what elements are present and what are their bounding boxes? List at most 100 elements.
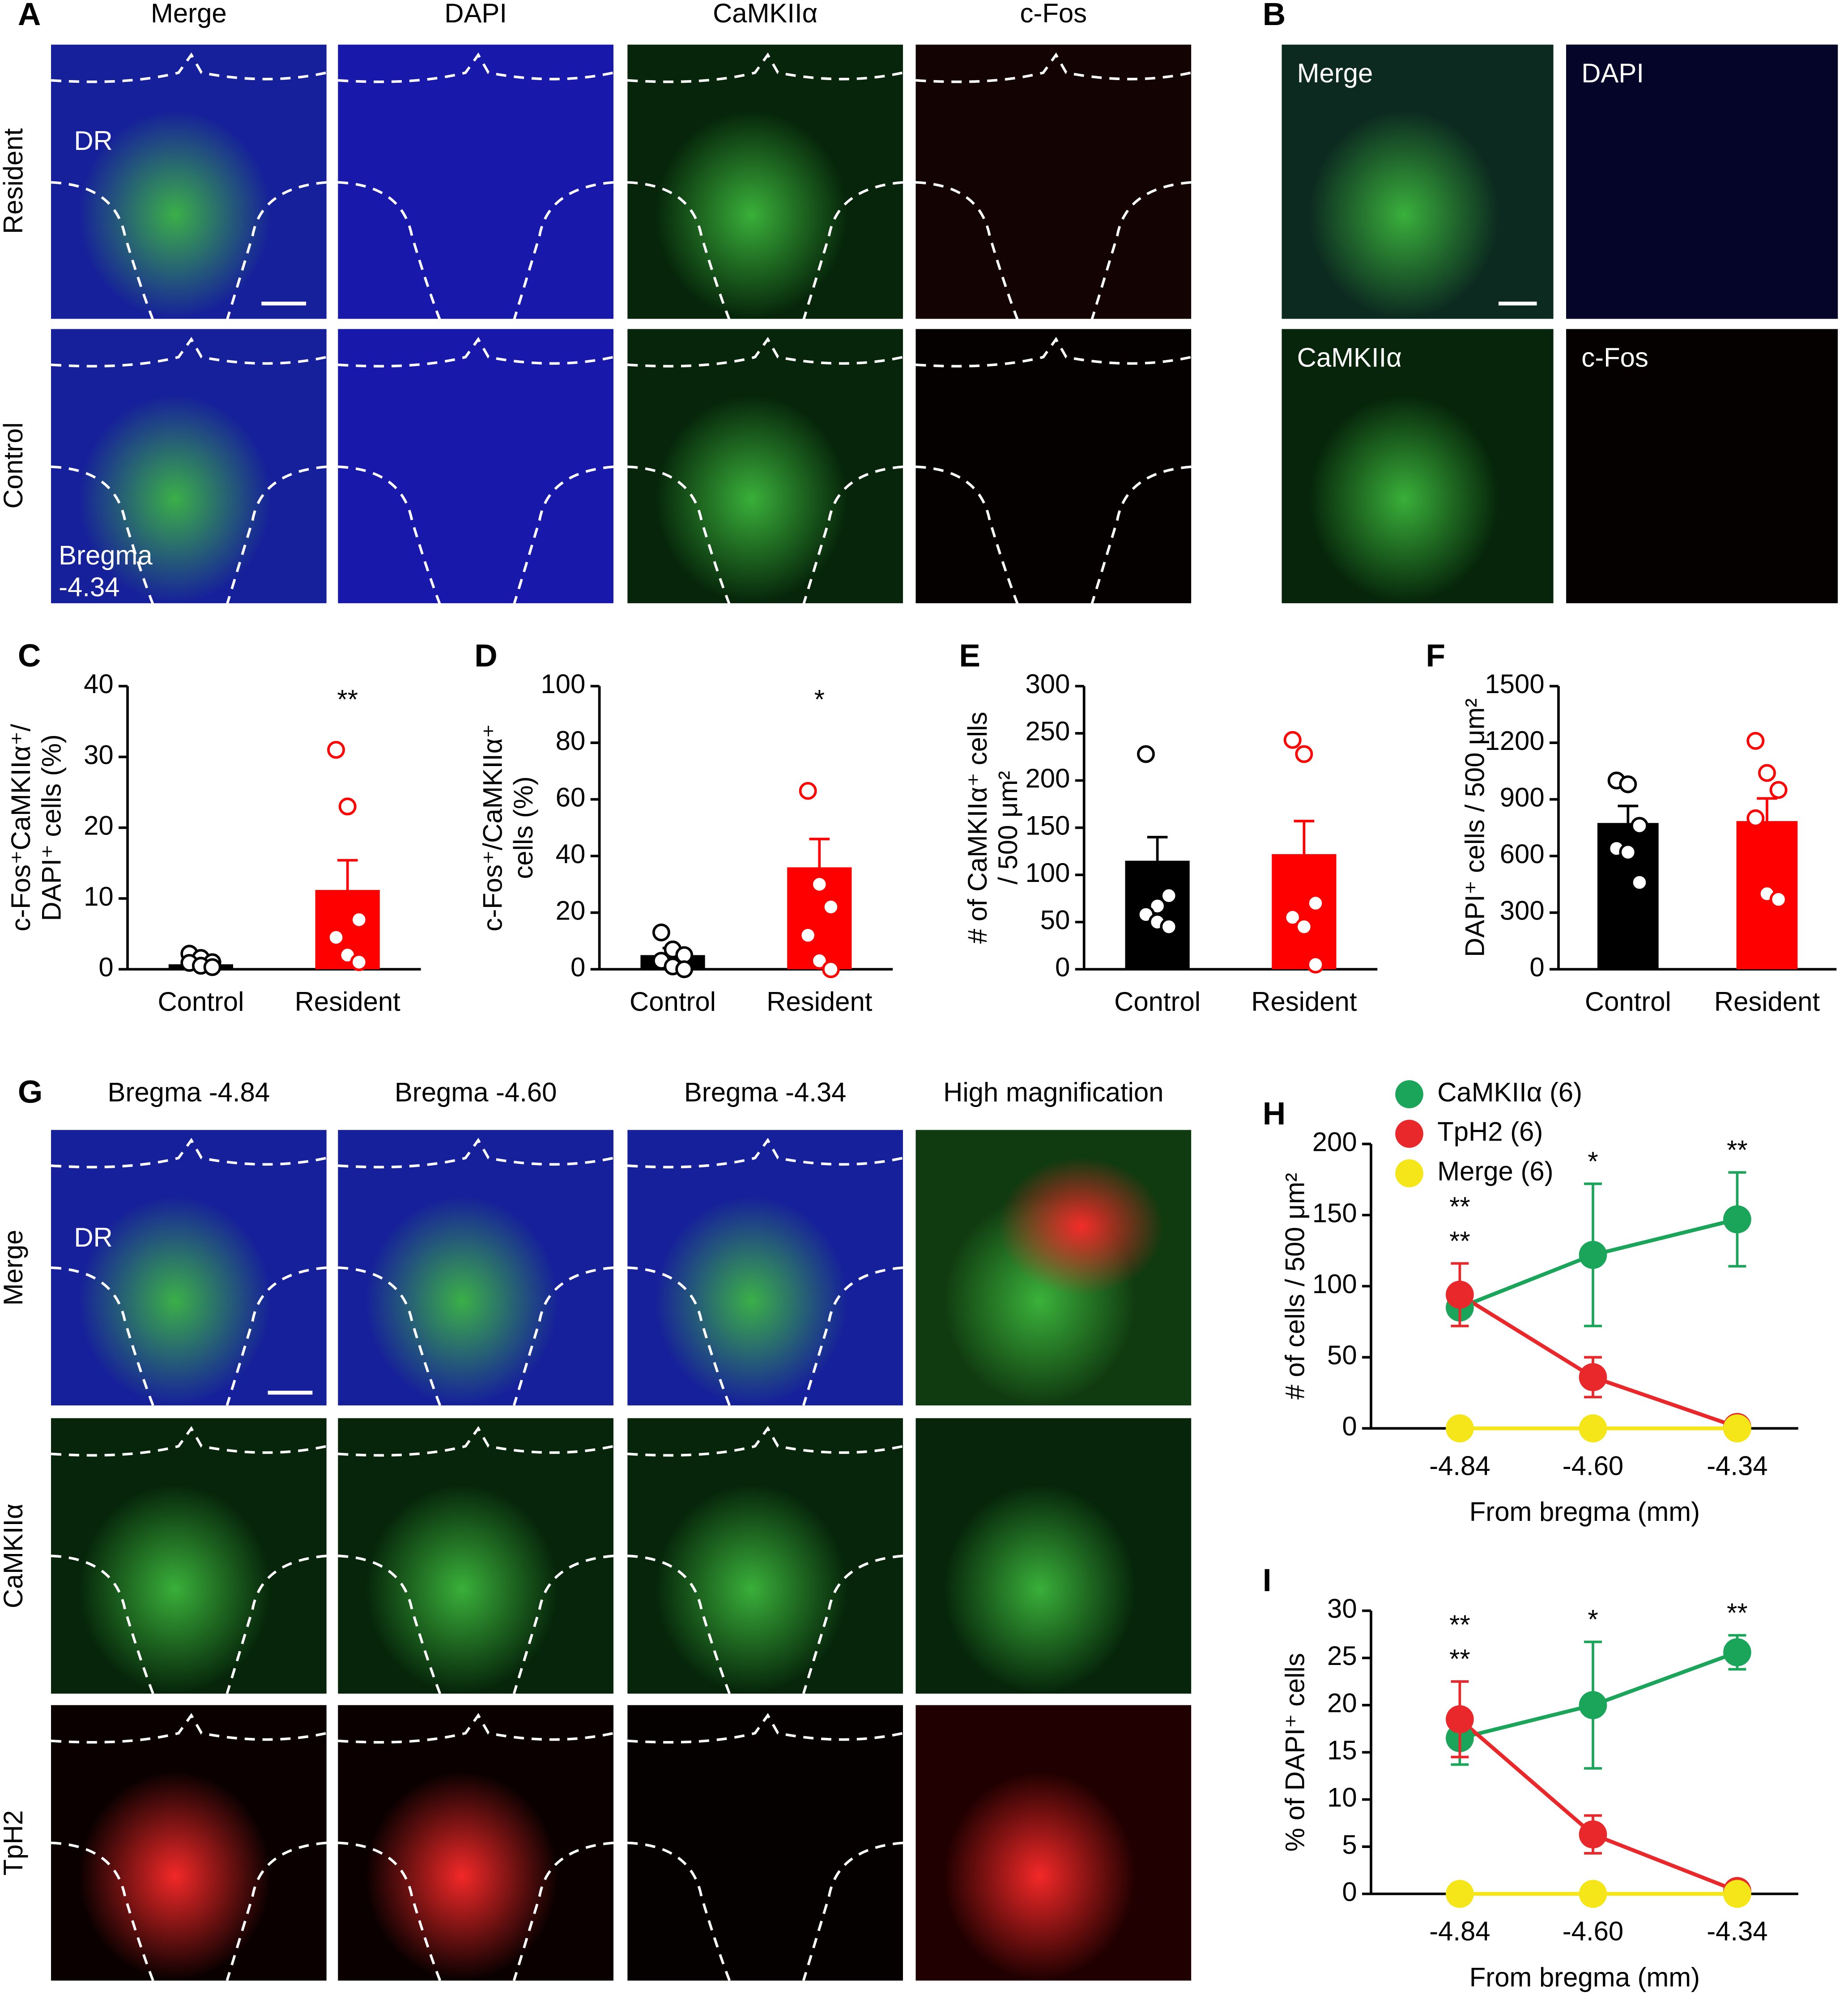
region-outline xyxy=(51,336,327,605)
micrograph xyxy=(915,329,1192,604)
signal xyxy=(365,1196,558,1405)
label: CaMKIIα xyxy=(0,1503,28,1608)
label: Merge xyxy=(151,0,227,28)
label: I xyxy=(1263,1562,1272,1598)
label: 0 xyxy=(1529,952,1544,982)
label: 600 xyxy=(1500,839,1545,869)
label: Resident xyxy=(0,128,28,234)
data-point xyxy=(1283,908,1302,927)
label: Bregma xyxy=(59,540,153,570)
region-outline xyxy=(627,1137,903,1406)
label: c-Fos⁺CaMKIIα⁺/ xyxy=(6,724,36,932)
region-outline xyxy=(51,1137,327,1406)
data-point xyxy=(1283,731,1302,749)
signal xyxy=(365,1484,558,1694)
label: DAPI xyxy=(1581,58,1644,88)
label: # of CaMKIIα⁺ cells xyxy=(962,712,992,944)
region-outline xyxy=(51,1713,327,1981)
data-point xyxy=(822,960,840,979)
micrograph xyxy=(1566,44,1838,319)
signal xyxy=(943,1771,1136,1981)
label: 150 xyxy=(1025,811,1070,841)
data-point xyxy=(652,923,670,941)
data-point xyxy=(1579,1820,1607,1849)
label: % of DAPI⁺ cells xyxy=(1280,1653,1310,1852)
label: 1200 xyxy=(1485,726,1544,756)
label: 100 xyxy=(1025,858,1070,888)
label: 1500 xyxy=(1485,669,1544,699)
label: Control xyxy=(0,422,28,509)
data-point xyxy=(799,926,817,945)
label: 20 xyxy=(1327,1688,1357,1718)
error-bar xyxy=(337,859,358,890)
label: 0 xyxy=(571,952,585,982)
label: Control xyxy=(1114,987,1201,1017)
label: TpH2 (6) xyxy=(1437,1117,1543,1147)
label: CaMKIIα (6) xyxy=(1437,1077,1582,1107)
label: G xyxy=(18,1074,43,1110)
label: F xyxy=(1426,638,1446,674)
label: Resident xyxy=(1251,987,1357,1017)
data-point xyxy=(1160,918,1178,936)
label: DAPI⁺ cells / 500 μm² xyxy=(1460,698,1490,957)
micrograph xyxy=(1566,329,1838,604)
label: 0 xyxy=(1055,952,1070,982)
label: # of cells / 500 μm² xyxy=(1280,1173,1310,1400)
signal xyxy=(78,110,272,319)
region-outline xyxy=(51,52,327,321)
signal xyxy=(78,395,272,604)
label: 0 xyxy=(1342,1411,1357,1441)
label: 25 xyxy=(1327,1641,1357,1671)
signal xyxy=(998,1157,1164,1295)
label: 150 xyxy=(1312,1198,1357,1228)
data-point xyxy=(810,875,829,894)
label: 0 xyxy=(98,952,113,982)
label: -4.60 xyxy=(1563,1451,1623,1481)
series-line xyxy=(1459,1293,1738,1429)
data-point xyxy=(1723,1414,1751,1443)
region-outline xyxy=(627,1713,903,1981)
series-line xyxy=(1458,1718,1738,1893)
error-bar xyxy=(809,838,830,868)
region-outline xyxy=(338,52,614,321)
data-point xyxy=(1769,781,1788,799)
label: Control xyxy=(158,987,244,1017)
label: H xyxy=(1263,1096,1286,1132)
label: -4.84 xyxy=(1429,1916,1490,1946)
region-outline xyxy=(627,1426,903,1694)
region-outline xyxy=(51,1426,327,1694)
micrograph xyxy=(338,44,613,319)
region-outline xyxy=(338,1713,614,1981)
signal xyxy=(655,110,848,319)
label: ** xyxy=(1449,1192,1470,1222)
label: Merge (6) xyxy=(1437,1156,1553,1186)
label: 40 xyxy=(556,839,586,869)
label: / 500 μm² xyxy=(993,771,1023,885)
label: Bregma -4.60 xyxy=(395,1077,557,1107)
error-bar xyxy=(1618,805,1639,823)
label: DAPI xyxy=(444,0,507,28)
data-point xyxy=(1160,886,1178,905)
signal xyxy=(1309,110,1499,319)
label: A xyxy=(18,0,41,32)
data-point xyxy=(350,953,368,971)
data-point xyxy=(1769,890,1788,909)
label: -4.84 xyxy=(1429,1451,1490,1481)
data-point xyxy=(1446,1705,1474,1733)
label: E xyxy=(959,638,980,674)
label: DR xyxy=(74,126,112,156)
label: cells (%) xyxy=(508,776,538,879)
label: * xyxy=(814,684,825,714)
label: ** xyxy=(1449,1226,1470,1256)
data-point xyxy=(338,797,357,816)
region-outline xyxy=(338,1426,614,1694)
signal xyxy=(78,1196,272,1405)
label: 50 xyxy=(1327,1340,1357,1370)
label: CaMKIIα xyxy=(1297,343,1402,373)
data-point xyxy=(1307,955,1324,974)
label: 60 xyxy=(556,782,586,812)
region-outline xyxy=(915,52,1192,321)
data-point xyxy=(822,898,840,916)
error-bar xyxy=(1294,820,1315,854)
